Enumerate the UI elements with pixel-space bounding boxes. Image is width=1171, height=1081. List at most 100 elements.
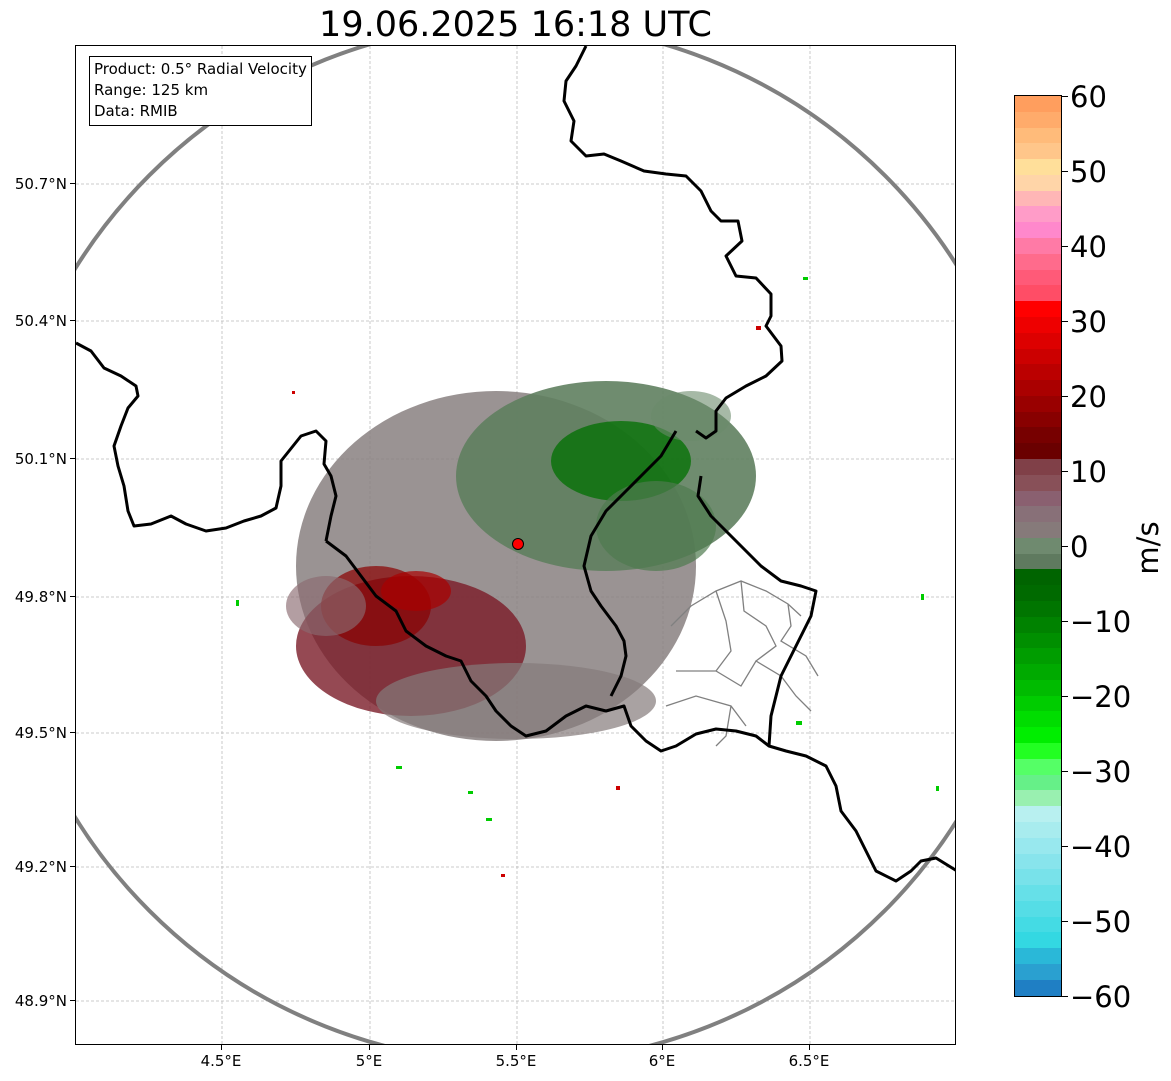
colorbar-tick-label: 30	[1070, 305, 1107, 339]
x-tick-label: 5°E	[355, 1052, 383, 1070]
colorbar-segment	[1015, 238, 1061, 254]
border-south	[325, 539, 955, 883]
product-label: Product: 0.5° Radial Velocity	[94, 60, 307, 78]
colorbar-segment	[1015, 348, 1061, 365]
colorbar-segment	[1015, 206, 1061, 223]
y-tick-label: 48.9°N	[14, 992, 67, 1010]
radar-map[interactable]	[75, 45, 956, 1045]
x-tick-mark	[221, 1045, 222, 1050]
echo-grey-south	[376, 663, 656, 739]
colorbar-segment	[1015, 821, 1061, 838]
y-tick-mark	[70, 458, 75, 459]
x-tick-label: 4.5°E	[200, 1052, 242, 1070]
colorbar-segment	[1015, 522, 1061, 538]
x-tick-mark	[516, 1045, 517, 1050]
range-label: Range: 125 km	[94, 81, 209, 99]
colorbar-segment	[1015, 695, 1061, 712]
colorbar-segment	[1015, 790, 1061, 807]
colorbar-tick-label: −60	[1070, 980, 1132, 1014]
colorbar-segment	[1015, 269, 1061, 286]
colorbar-segment	[1015, 190, 1061, 207]
colorbar-segment	[1015, 96, 1061, 112]
colorbar-segment	[1015, 332, 1061, 349]
colorbar-segment	[1015, 963, 1061, 980]
y-tick-mark	[70, 732, 75, 733]
colorbar-segment	[1015, 458, 1061, 475]
colorbar-segment	[1015, 885, 1061, 901]
colorbar-tick-mark	[1062, 921, 1068, 922]
colorbar-segment	[1015, 758, 1061, 775]
colorbar-segment	[1015, 301, 1061, 317]
colorbar-tick-mark	[1062, 171, 1068, 172]
province-borders	[665, 580, 819, 747]
colorbar-segment	[1015, 174, 1061, 191]
colorbar-tick-label: 10	[1070, 455, 1107, 489]
colorbar-tick-label: −50	[1070, 905, 1132, 939]
echo-speckles	[236, 277, 939, 821]
colorbar-segment	[1015, 490, 1061, 507]
colorbar-segment	[1015, 948, 1061, 964]
x-tick-mark	[809, 1045, 810, 1050]
colorbar-segment	[1015, 679, 1061, 696]
colorbar-segment	[1015, 616, 1061, 633]
colorbar-segment	[1015, 380, 1061, 396]
colorbar-unit-label: m/s	[1131, 521, 1165, 575]
colorbar-tick-mark	[1062, 621, 1068, 622]
colorbar-tick-mark	[1062, 996, 1068, 997]
colorbar-segment	[1015, 253, 1061, 270]
colorbar-tick-mark	[1062, 771, 1068, 772]
colorbar-segment	[1015, 474, 1061, 491]
colorbar-tick-label: −10	[1070, 605, 1132, 639]
colorbar-segment	[1015, 837, 1061, 854]
velocity-colorbar	[1014, 95, 1062, 997]
y-tick-label: 50.7°N	[14, 175, 67, 193]
colorbar-tick-label: 60	[1070, 80, 1107, 114]
colorbar-segment	[1015, 127, 1061, 144]
colorbar-tick-label: −40	[1070, 830, 1132, 864]
colorbar-segment	[1015, 506, 1061, 523]
echo-grey-fringe-west	[286, 576, 366, 636]
y-tick-label: 50.4°N	[14, 312, 67, 330]
y-tick-label: 49.5°N	[14, 724, 67, 742]
colorbar-tick-label: 40	[1070, 230, 1107, 264]
colorbar-tick-label: 20	[1070, 380, 1107, 414]
colorbar-segment	[1015, 285, 1061, 302]
y-tick-label: 50.1°N	[14, 450, 67, 468]
y-tick-label: 49.8°N	[14, 588, 67, 606]
radar-site-marker-icon	[512, 538, 524, 550]
colorbar-segment	[1015, 585, 1061, 601]
colorbar-tick-mark	[1062, 546, 1068, 547]
colorbar-tick-mark	[1062, 846, 1068, 847]
border-lux-east	[696, 475, 818, 747]
y-tick-mark	[70, 866, 75, 867]
radar-echoes	[236, 277, 939, 877]
colorbar-segment	[1015, 979, 1061, 996]
colorbar-segment	[1015, 537, 1061, 554]
colorbar-tick-mark	[1062, 321, 1068, 322]
colorbar-segment	[1015, 601, 1061, 617]
echo-speckles-red	[292, 326, 761, 877]
colorbar-segment	[1015, 632, 1061, 649]
colorbar-segment	[1015, 932, 1061, 949]
product-info-box: Product: 0.5° Radial Velocity Range: 125…	[89, 56, 312, 126]
radar-map-svg	[76, 46, 955, 1044]
y-tick-mark	[70, 183, 75, 184]
colorbar-tick-mark	[1062, 471, 1068, 472]
colorbar-segment	[1015, 774, 1061, 791]
colorbar-segment	[1015, 869, 1061, 886]
colorbar-segment	[1015, 395, 1061, 412]
country-borders	[76, 46, 955, 883]
colorbar-segment	[1015, 648, 1061, 665]
colorbar-segment	[1015, 143, 1061, 160]
colorbar-segment	[1015, 111, 1061, 128]
border-lux-west	[582, 430, 678, 697]
x-tick-mark	[369, 1045, 370, 1050]
colorbar-segment	[1015, 916, 1061, 933]
colorbar-tick-label: −30	[1070, 755, 1132, 789]
colorbar-segment	[1015, 553, 1061, 570]
colorbar-segment	[1015, 743, 1061, 759]
border-north	[562, 46, 784, 440]
x-tick-mark	[662, 1045, 663, 1050]
colorbar-tick-mark	[1062, 696, 1068, 697]
y-tick-mark	[70, 596, 75, 597]
